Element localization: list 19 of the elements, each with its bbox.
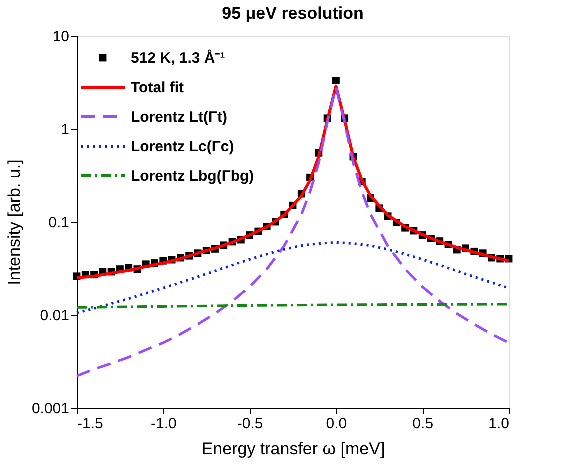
x-tick-label: 0.5 [412, 416, 434, 432]
x-tick-label: 1.0 [488, 416, 510, 432]
y-tick-label: 10 [52, 28, 70, 46]
y-tick-label: 0.1 [48, 214, 70, 232]
y-tick-label: 0.01 [40, 308, 70, 324]
legend-label: Lorentz Lc(Γc) [131, 138, 234, 156]
x-tick-label: -0.5 [237, 416, 264, 432]
legend-label: 512 K, 1.3 Å⁻¹ [131, 49, 226, 67]
x-tick-label: -1.5 [78, 416, 104, 432]
y-tick-label: 1 [61, 122, 70, 138]
legend-label: Lorentz Lbg(Γbg) [131, 168, 254, 185]
chart-title: 95 μeV resolution [222, 4, 364, 23]
x-tick-label: 0.0 [326, 416, 348, 432]
x-tick-label: -1.0 [150, 416, 177, 432]
legend-label: Lorentz Lt(Γt) [131, 109, 228, 126]
y-axis-title: Intensity [arb. u.] [4, 160, 24, 286]
y-tick-label: 0.001 [32, 400, 70, 418]
x-axis-title: Energy transfer ω [meV] [202, 440, 386, 458]
legend-label: Total fit [131, 80, 184, 96]
